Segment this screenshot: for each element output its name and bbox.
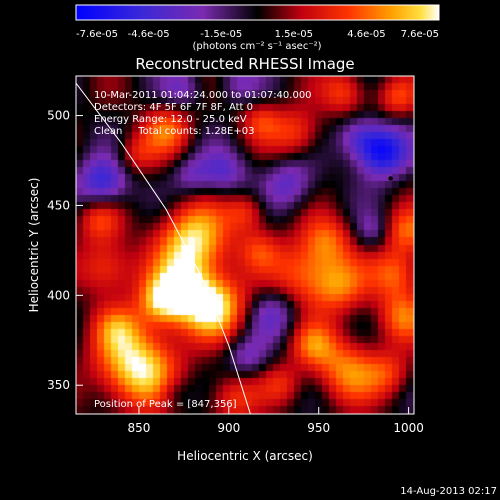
y-axis-label: Heliocentric Y (arcsec) bbox=[27, 178, 41, 313]
plot-frame bbox=[75, 75, 415, 415]
x-tick-label: 1000 bbox=[393, 421, 424, 435]
annotation-time-range: 10-Mar-2011 01:04:24.000 to 01:07:40.000 bbox=[94, 90, 312, 101]
colorbar-tick-label: -1.5e-05 bbox=[200, 29, 242, 40]
colorbar-tick-label: -7.6e-05 bbox=[76, 29, 118, 40]
colorbar-tick-label: 7.6e-05 bbox=[401, 29, 439, 40]
x-tick-label: 950 bbox=[307, 421, 330, 435]
colorbar-tick-label: 4.6e-05 bbox=[347, 29, 385, 40]
y-tick-label: 350 bbox=[47, 378, 70, 392]
x-axis-label: Heliocentric X (arcsec) bbox=[177, 449, 313, 463]
plot-area bbox=[76, 76, 414, 414]
colorbar bbox=[75, 4, 440, 21]
heatmap-image bbox=[76, 76, 414, 414]
x-tick-label: 850 bbox=[127, 421, 150, 435]
chart-title: Reconstructed RHESSI Image bbox=[135, 55, 354, 73]
y-tick-label: 500 bbox=[47, 109, 70, 123]
solar-limb-curve bbox=[76, 82, 251, 414]
colorbar-tick-label: 1.5e-05 bbox=[275, 29, 313, 40]
x-tick-label: 900 bbox=[217, 421, 240, 435]
colorbar-tick-label: -4.6e-05 bbox=[128, 29, 170, 40]
minimum-marker bbox=[388, 176, 393, 181]
annotation-detectors: Detectors: 4F 5F 6F 7F 8F, Att 0 bbox=[94, 102, 253, 113]
peak-position-label: Position of Peak = [847,356] bbox=[94, 399, 237, 410]
y-axis-ticks: 350 400 450 500 bbox=[47, 109, 83, 392]
colorbar-ticks: -7.6e-05 -4.6e-05 -1.5e-05 1.5e-05 4.6e-05 7.… bbox=[76, 29, 439, 40]
x-axis-ticks: 850 900 950 1000 bbox=[127, 407, 424, 435]
y-tick-label: 450 bbox=[47, 198, 70, 212]
annotation-clean-counts: Clean Total counts: 1.28E+03 bbox=[94, 126, 254, 137]
timestamp: 14-Aug-2013 02:17 bbox=[400, 486, 497, 497]
annotation-energy-range: Energy Range: 12.0 - 25.0 keV bbox=[94, 114, 247, 125]
colorbar-units-label: (photons cm⁻² s⁻¹ asec⁻²) bbox=[192, 41, 321, 52]
y-tick-label: 400 bbox=[47, 288, 70, 302]
